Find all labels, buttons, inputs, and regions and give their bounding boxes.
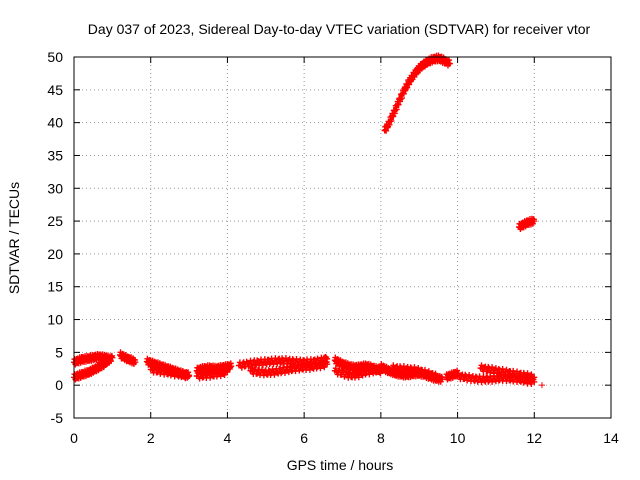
data-series (193, 367, 231, 382)
y-tick-label: 45 (47, 82, 63, 98)
data-point (446, 60, 453, 67)
data-point (383, 127, 390, 134)
data-point (395, 101, 402, 108)
data-point (480, 373, 487, 380)
data-point (163, 366, 170, 373)
data-point (531, 374, 538, 381)
y-axis-label: SDTVAR / TECUs (6, 182, 22, 294)
data-series (381, 52, 453, 134)
y-tick-label: -5 (51, 410, 64, 426)
x-tick-label: 12 (526, 430, 542, 446)
y-tick-label: 0 (55, 377, 63, 393)
y-tick-label: 15 (47, 279, 63, 295)
data-points (71, 52, 545, 389)
data-point (174, 372, 181, 379)
x-tick-label: 6 (300, 430, 308, 446)
data-point (196, 375, 203, 382)
x-tick-label: 8 (377, 430, 385, 446)
data-point (260, 372, 267, 379)
data-point (528, 371, 535, 378)
data-point (435, 374, 442, 381)
chart-title: Day 037 of 2023, Sidereal Day-to-day VTE… (88, 21, 591, 37)
x-tick-label: 0 (70, 430, 78, 446)
data-point (132, 359, 139, 366)
data-point (324, 361, 331, 368)
data-series (515, 215, 538, 232)
data-point (504, 371, 511, 378)
data-point (109, 354, 116, 361)
data-point (471, 377, 478, 384)
data-point (221, 371, 228, 378)
data-point (507, 377, 514, 384)
data-point (238, 364, 245, 371)
axis-ticks (73, 56, 612, 419)
data-series (117, 349, 139, 367)
data-series (538, 382, 545, 389)
data-point (503, 366, 510, 373)
data-series (71, 352, 116, 383)
data-point (411, 364, 418, 371)
data-point (201, 369, 208, 376)
data-point (296, 367, 303, 374)
data-point (527, 372, 534, 379)
data-point (370, 370, 377, 377)
y-tick-label: 40 (47, 115, 63, 131)
data-point (220, 371, 227, 378)
data-point (186, 372, 193, 379)
x-tick-label: 10 (450, 430, 466, 446)
data-series (247, 359, 331, 379)
x-axis-label: GPS time / hours (287, 457, 394, 473)
data-point (359, 372, 366, 379)
data-point (324, 355, 331, 362)
y-tick-label: 35 (47, 147, 63, 163)
x-tick-label: 4 (224, 430, 232, 446)
y-tick-labels: -5 0 5 10 15 20 25 30 35 40 45 50 (47, 49, 63, 426)
y-tick-label: 50 (47, 49, 63, 65)
data-point (321, 364, 328, 371)
data-point (285, 369, 292, 376)
data-point (538, 382, 545, 389)
data-point (184, 369, 191, 376)
y-tick-label: 10 (47, 312, 63, 328)
data-point (531, 218, 538, 225)
data-point (265, 356, 272, 363)
data-point (499, 365, 506, 372)
y-tick-label: 30 (47, 180, 63, 196)
data-series (477, 362, 538, 383)
data-series (147, 363, 193, 382)
grid-lines (74, 57, 611, 418)
data-point (173, 368, 180, 375)
x-tick-labels: 0 2 4 6 8 10 12 14 (70, 430, 619, 446)
data-point (228, 363, 235, 370)
plot-frame (73, 56, 612, 419)
y-tick-label: 20 (47, 246, 63, 262)
y-tick-label: 5 (55, 344, 63, 360)
data-point (336, 367, 343, 374)
data-point (400, 90, 407, 97)
y-tick-label: 25 (47, 213, 63, 229)
data-point (406, 368, 413, 375)
data-point (185, 373, 192, 380)
data-series (443, 367, 461, 383)
data-point (169, 367, 176, 374)
data-point (301, 362, 308, 369)
data-series (389, 362, 442, 383)
x-tick-label: 2 (147, 430, 155, 446)
data-point (200, 374, 207, 381)
data-point (423, 373, 430, 380)
data-point (320, 362, 327, 369)
data-point (492, 365, 499, 372)
data-point (224, 369, 231, 376)
x-tick-label: 14 (603, 430, 619, 446)
data-point (484, 374, 491, 381)
